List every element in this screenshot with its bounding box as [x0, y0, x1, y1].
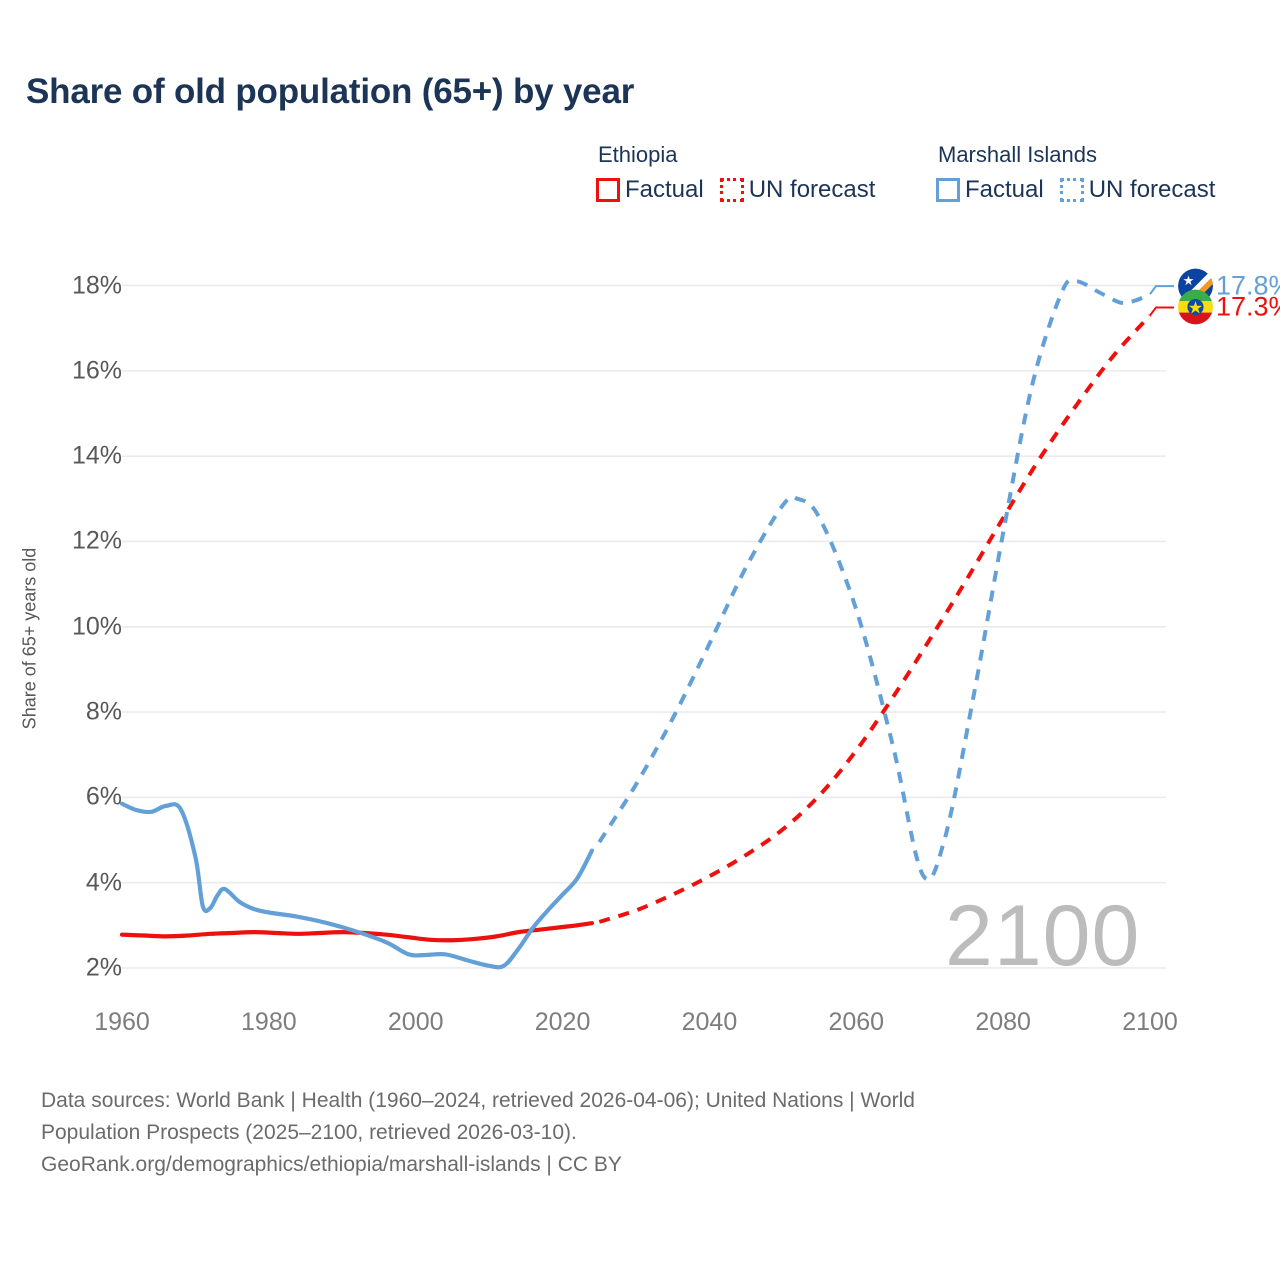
- y-axis-tick-label: 8%: [85, 697, 122, 726]
- legend-group-title: Marshall Islands: [938, 142, 1097, 167]
- x-axis-tick-label: 2060: [828, 1008, 885, 1036]
- legend-item-label: UN forecast: [1088, 176, 1216, 203]
- legend-item-ethiopia-factual[interactable]: Factual: [596, 176, 704, 204]
- x-axis-tick-label: 2000: [387, 1008, 444, 1036]
- series-line-marshall-islands-un-forecast: [597, 278, 1151, 882]
- legend-item-ethiopia-forecast[interactable]: UN forecast: [719, 176, 876, 204]
- chart-legend: Ethiopia Factual UN forecast Marshall Is…: [596, 142, 1256, 220]
- end-label-value: 17.3%: [1216, 291, 1280, 322]
- footer-line-1: Data sources: World Bank | Health (1960–…: [41, 1089, 915, 1112]
- legend-group-ethiopia: Ethiopia Factual UN forecast: [596, 142, 875, 204]
- legend-swatch-dotted-icon: [719, 178, 744, 202]
- footer-line-3: GeoRank.org/demographics/ethiopia/marsha…: [41, 1152, 622, 1176]
- year-watermark: 2100: [945, 888, 1141, 984]
- series-line-ethiopia-factual: [119, 921, 595, 943]
- x-axis-tick-label: 2040: [681, 1008, 738, 1036]
- legend-item-label: UN forecast: [748, 176, 876, 203]
- legend-item-marshall-islands-forecast[interactable]: UN forecast: [1059, 176, 1216, 204]
- legend-item-label: Factual: [965, 176, 1044, 203]
- ethiopia-flag-icon: [1178, 289, 1213, 325]
- end-label-value: 17.8%: [1216, 270, 1280, 301]
- legend-group-title: Ethiopia: [598, 142, 678, 167]
- y-axis-tick-label: 14%: [71, 441, 122, 470]
- legend-group-marshall-islands: Marshall Islands Factual UN forecast: [936, 142, 1215, 204]
- y-axis-tick-label: 2%: [85, 953, 122, 982]
- series-line-ethiopia-un-forecast: [598, 314, 1152, 924]
- x-axis-tick-label: 2100: [1122, 1008, 1178, 1036]
- legend-swatch-solid-icon: [936, 178, 960, 202]
- y-axis-tick-label: 16%: [71, 356, 122, 385]
- y-axis-tick-label: 10%: [71, 612, 122, 641]
- legend-item-marshall-islands-factual[interactable]: Factual: [936, 176, 1044, 204]
- footer-notes: Data sources: World Bank | Health (1960–…: [41, 1085, 1221, 1181]
- y-axis-tick-label: 4%: [85, 868, 122, 897]
- legend-swatch-dotted-icon: [1059, 178, 1084, 202]
- y-axis-tick-label: 12%: [71, 526, 122, 555]
- y-axis-tick-label: 18%: [71, 271, 122, 300]
- series-line-marshall-islands-factual: [119, 801, 595, 970]
- x-axis-tick-label: 2080: [975, 1008, 1031, 1036]
- page-title: Share of old population (65+) by year: [26, 72, 635, 111]
- legend-item-label: Factual: [625, 176, 704, 203]
- x-axis-tick-label: 2020: [534, 1008, 591, 1036]
- x-axis-tick-label: 1960: [94, 1008, 150, 1036]
- footer-line-2: Population Prospects (2025–2100, retriev…: [41, 1120, 577, 1144]
- legend-swatch-solid-icon: [596, 178, 620, 202]
- end-label-ethiopia: 17.3%: [1178, 289, 1280, 325]
- x-axis-tick-label: 1980: [241, 1008, 297, 1036]
- y-axis-tick-label: 6%: [85, 782, 122, 811]
